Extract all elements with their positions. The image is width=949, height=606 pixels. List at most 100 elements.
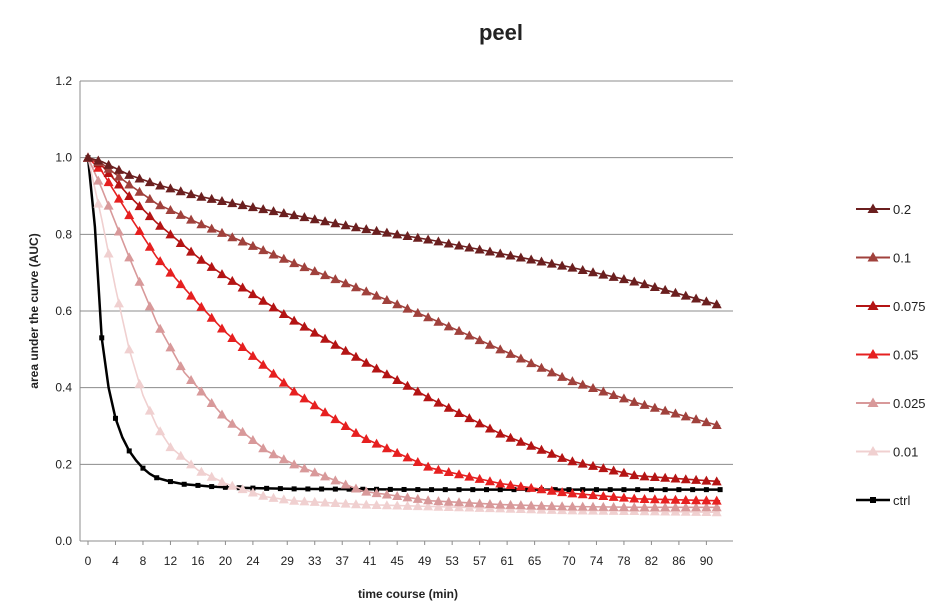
x-axis-label: time course (min) — [358, 587, 458, 601]
data-point — [134, 225, 145, 235]
data-point — [649, 282, 660, 292]
data-point — [691, 414, 702, 424]
data-point — [557, 452, 568, 462]
data-point — [608, 501, 619, 511]
x-tick-label: 24 — [246, 554, 260, 568]
data-point — [134, 186, 145, 196]
data-point — [618, 274, 629, 284]
data-point — [552, 487, 558, 493]
data-point — [134, 276, 145, 286]
data-point — [113, 298, 124, 308]
data-point — [350, 427, 361, 437]
data-point — [598, 490, 609, 500]
data-point — [196, 386, 207, 396]
x-tick-label: 78 — [617, 554, 631, 568]
data-point — [433, 501, 444, 511]
data-point — [474, 244, 485, 254]
gridlines — [80, 80, 733, 465]
data-point — [330, 339, 341, 349]
data-point — [443, 496, 454, 506]
data-point — [144, 211, 155, 221]
data-point — [691, 474, 702, 484]
data-point — [340, 278, 351, 288]
data-point — [464, 497, 475, 507]
data-point — [289, 495, 300, 505]
data-point — [381, 489, 392, 499]
data-point — [134, 378, 145, 388]
data-point — [371, 499, 382, 509]
x-tick-label: 45 — [391, 554, 405, 568]
data-point — [505, 499, 516, 509]
data-point — [536, 256, 547, 266]
data-point — [264, 485, 270, 491]
data-point — [423, 312, 434, 322]
data-point — [155, 220, 166, 230]
data-point — [495, 248, 506, 258]
data-point — [103, 248, 114, 258]
data-point — [381, 443, 392, 453]
data-point — [113, 193, 124, 203]
data-point — [526, 358, 537, 368]
data-point — [701, 296, 712, 306]
data-point — [350, 282, 361, 292]
data-point — [330, 498, 341, 508]
data-point — [330, 218, 341, 228]
data-point — [639, 502, 650, 512]
data-point — [505, 250, 516, 260]
data-point — [330, 414, 341, 424]
data-point — [113, 171, 124, 181]
data-point — [103, 177, 114, 187]
data-point — [186, 459, 197, 469]
data-point — [299, 463, 310, 473]
data-point — [423, 234, 434, 244]
series-line-0.1 — [87, 156, 721, 427]
data-point — [495, 478, 506, 488]
data-point — [392, 447, 403, 457]
data-point — [464, 330, 475, 340]
data-point — [330, 274, 341, 284]
data-point — [227, 333, 238, 343]
data-point — [278, 494, 289, 504]
data-point — [206, 261, 217, 271]
data-point — [299, 496, 310, 506]
data-point — [639, 279, 650, 289]
data-point — [309, 400, 320, 410]
data-point — [381, 500, 392, 510]
data-point — [536, 444, 547, 454]
data-point — [186, 246, 197, 256]
chart-title: peel — [479, 20, 523, 45]
data-point — [515, 436, 526, 446]
data-point — [340, 498, 351, 508]
data-point — [381, 227, 392, 237]
data-point — [258, 295, 269, 305]
data-point — [186, 375, 197, 384]
legend-label: ctrl — [893, 493, 910, 508]
data-point — [454, 469, 465, 479]
legend-item-ctrl: ctrl — [856, 493, 910, 508]
data-point — [268, 449, 279, 459]
data-point — [629, 276, 640, 286]
data-point — [196, 466, 207, 476]
data-point — [181, 481, 187, 487]
data-point — [206, 471, 217, 481]
data-point — [140, 465, 146, 471]
data-point — [680, 474, 691, 484]
data-point — [268, 368, 279, 378]
data-point — [660, 284, 671, 294]
y-tick-label: 0.2 — [55, 457, 72, 471]
data-point — [227, 418, 238, 428]
data-point — [618, 492, 629, 502]
data-point — [381, 294, 392, 304]
data-point — [557, 371, 568, 381]
data-point — [309, 327, 320, 337]
data-point — [237, 200, 248, 210]
data-point — [402, 452, 413, 462]
data-point — [216, 196, 227, 206]
y-tick-label: 0.8 — [55, 227, 72, 241]
data-point — [196, 254, 207, 264]
series-line-0.05 — [87, 157, 721, 502]
data-point — [454, 325, 465, 335]
series-0.01 — [83, 152, 722, 517]
data-point — [443, 238, 454, 248]
data-point — [484, 499, 495, 509]
